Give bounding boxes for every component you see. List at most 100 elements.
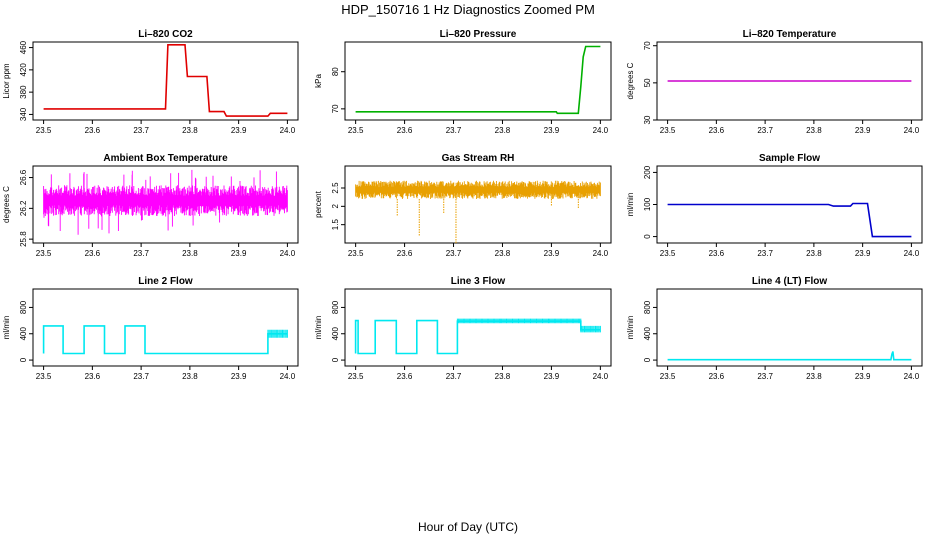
x-tick-label: 23.5	[660, 126, 676, 135]
plot-frame	[32, 41, 299, 121]
y-tick-label: 0	[19, 357, 28, 362]
x-tick-label: 23.5	[348, 249, 364, 258]
x-tick-label: 23.8	[182, 372, 198, 381]
y-tick-label: 26.6	[19, 169, 28, 185]
y-tick-label: 1.5	[331, 219, 340, 231]
series-line	[354, 319, 601, 355]
x-tick-label: 23.6	[709, 126, 725, 135]
series-line	[667, 202, 912, 238]
x-tick-label: 24.0	[280, 372, 296, 381]
series-group	[354, 318, 601, 355]
panel-grid: Li–820 CO2 Licor ppm 23.5 23.6 23.7 23.8 23.9 2…	[2, 29, 923, 381]
series-group	[355, 45, 601, 115]
y-axis-label: degrees C	[2, 186, 11, 223]
x-tick-label: 23.6	[85, 372, 101, 381]
x-tick-label: 24.0	[904, 372, 920, 381]
x-tick-label: 23.7	[133, 249, 149, 258]
x-tick-label: 23.5	[660, 372, 676, 381]
x-tick-label: 23.9	[231, 126, 247, 135]
y-tick-label: 80	[331, 67, 340, 76]
panel-pressure: Li–820 Pressure kPa 23.5 23.6 23.7 23.8 23.9 24…	[314, 29, 612, 135]
panel-title: Ambient Box Temperature	[103, 153, 228, 164]
series-group	[43, 169, 288, 235]
spike-marks	[43, 169, 277, 235]
x-tick-label: 23.5	[348, 372, 364, 381]
series-line	[43, 44, 288, 117]
y-tick-label: 400	[19, 327, 28, 341]
x-tick-label: 23.6	[709, 372, 725, 381]
y-tick-label: 800	[19, 300, 28, 314]
y-tick-label: 0	[643, 234, 652, 239]
y-tick-label: 800	[643, 300, 652, 314]
y-tick-label: 26.2	[19, 200, 28, 216]
x-tick-label: 23.8	[495, 126, 511, 135]
panel-title: Li–820 CO2	[138, 29, 193, 40]
x-tick-label: 23.5	[36, 372, 52, 381]
panel-title: Gas Stream RH	[442, 153, 515, 164]
x-tick-label: 24.0	[280, 126, 296, 135]
x-tick-label: 24.0	[593, 126, 609, 135]
plot-frame	[656, 41, 923, 121]
x-tick-label: 24.0	[280, 249, 296, 258]
y-tick-label: 380	[19, 85, 28, 99]
panel-line2: Line 2 Flow ml/min 23.5 23.6 23.7 23.8 23.9 24.…	[2, 276, 299, 381]
y-axis-label: ml/min	[626, 316, 635, 340]
x-tick-label: 23.9	[855, 249, 871, 258]
series-group	[43, 44, 288, 117]
y-tick-label: 30	[643, 115, 652, 124]
panel-line3: Line 3 Flow ml/min 23.5 23.6 23.7 23.8 23.9 24.…	[314, 276, 612, 381]
y-tick-label: 800	[331, 300, 340, 314]
y-tick-label: 50	[643, 78, 652, 87]
y-tick-label: 420	[19, 63, 28, 77]
x-tick-label: 23.6	[85, 249, 101, 258]
y-axis-label: ml/min	[314, 316, 323, 340]
x-tick-label: 23.9	[231, 372, 247, 381]
series-line	[667, 351, 912, 361]
y-axis-label: degrees C	[626, 62, 635, 99]
plot-frame	[32, 165, 299, 244]
x-tick-label: 23.7	[446, 372, 462, 381]
x-tick-label: 23.6	[397, 126, 413, 135]
x-tick-label: 23.7	[133, 372, 149, 381]
x-tick-label: 23.5	[36, 249, 52, 258]
plot-frame	[656, 288, 923, 367]
y-tick-label: 200	[643, 165, 652, 179]
x-tick-label: 23.5	[348, 126, 364, 135]
panel-temp: Li–820 Temperature degrees C 23.5 23.6 23.7 2…	[626, 29, 923, 135]
panel-co2: Li–820 CO2 Licor ppm 23.5 23.6 23.7 23.8 23.9 2…	[2, 29, 299, 135]
plot-frame	[344, 41, 612, 121]
y-axis-label: kPa	[314, 74, 323, 88]
x-tick-label: 23.8	[806, 126, 822, 135]
x-tick-label: 23.8	[495, 249, 511, 258]
x-tick-label: 23.7	[133, 126, 149, 135]
y-tick-label: 25.8	[19, 231, 28, 247]
panel-title: Line 2 Flow	[138, 276, 193, 287]
y-axis-label: ml/min	[2, 316, 11, 340]
x-tick-label: 24.0	[593, 372, 609, 381]
x-tick-label: 23.8	[182, 249, 198, 258]
panel-ambient: Ambient Box Temperature degrees C 23.5 23.6…	[2, 153, 299, 258]
x-tick-label: 24.0	[904, 249, 920, 258]
series-group	[42, 325, 288, 355]
x-tick-label: 24.0	[593, 249, 609, 258]
x-tick-label: 23.8	[495, 372, 511, 381]
x-tick-label: 23.8	[182, 126, 198, 135]
plot-frame	[32, 288, 299, 367]
series-group	[667, 202, 912, 238]
panel-line4: Line 4 (LT) Flow ml/min 23.5 23.6 23.7 23.8 23…	[626, 276, 923, 381]
x-tick-label: 23.6	[397, 372, 413, 381]
y-tick-label: 70	[331, 104, 340, 113]
x-tick-label: 24.0	[904, 126, 920, 135]
y-tick-label: 70	[643, 41, 652, 50]
x-tick-label: 23.8	[806, 372, 822, 381]
panel-sample: Sample Flow ml/min 23.5 23.6 23.7 23.8 23.9 24.…	[626, 153, 923, 258]
x-tick-label: 23.7	[757, 249, 773, 258]
y-tick-label: 0	[331, 357, 340, 362]
x-tick-label: 23.7	[446, 249, 462, 258]
x-tick-label: 23.5	[36, 126, 52, 135]
y-tick-label: 400	[643, 327, 652, 341]
x-tick-label: 23.5	[660, 249, 676, 258]
x-tick-label: 23.8	[806, 249, 822, 258]
